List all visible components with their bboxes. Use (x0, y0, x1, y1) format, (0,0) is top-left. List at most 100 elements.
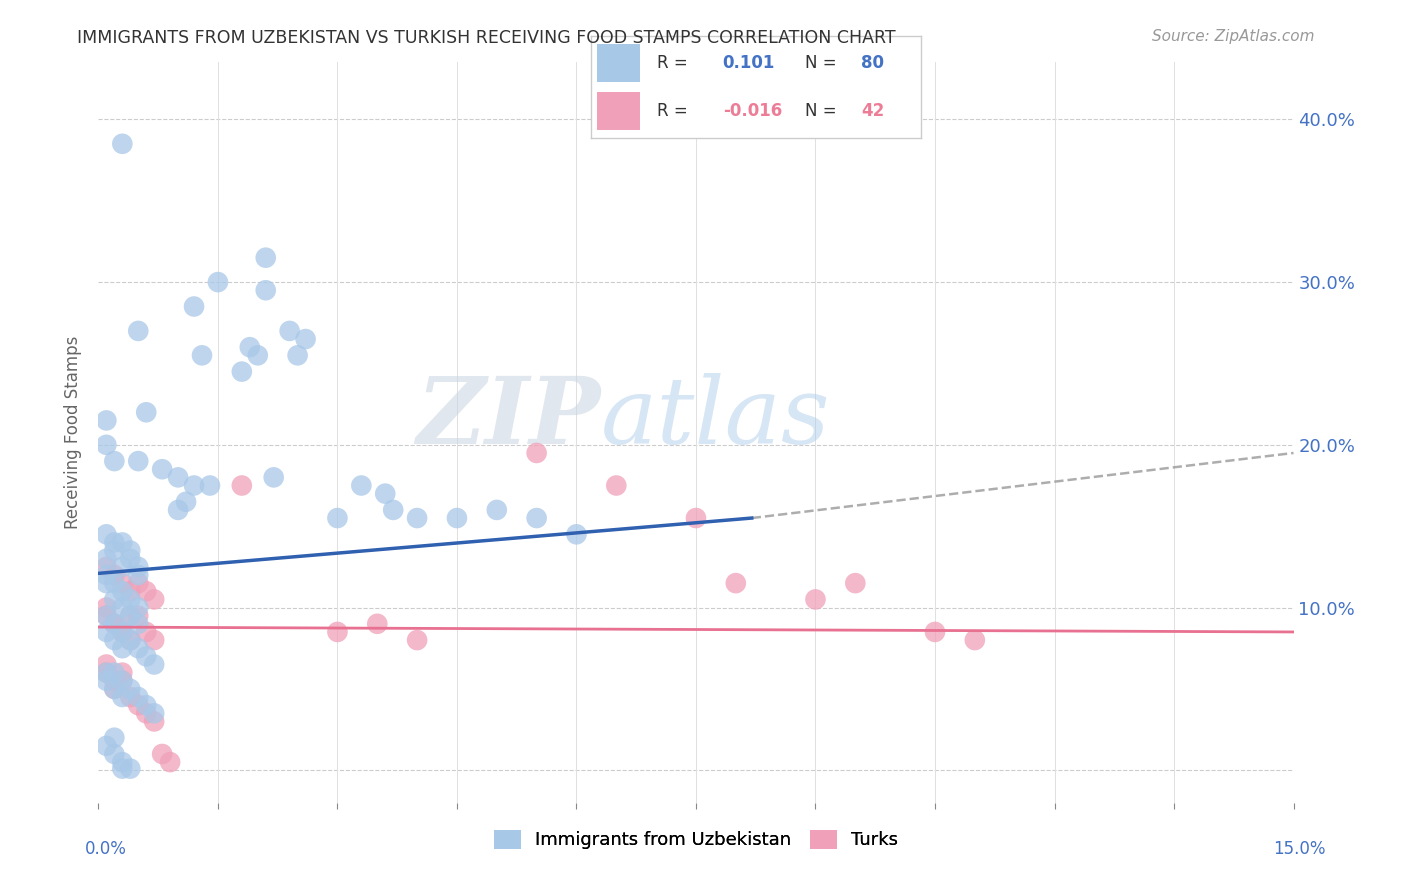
Point (804, 592, 827, 607)
Point (326, 624, 349, 639)
Point (111, 624, 134, 639)
Point (406, 511, 429, 525)
Point (96, 608, 118, 623)
Point (111, 535, 134, 549)
Point (366, 616, 388, 631)
Point (127, 559, 149, 574)
Point (127, 324, 149, 338)
Point (103, 576, 125, 591)
Point (96, 608, 118, 623)
Point (127, 641, 149, 656)
Point (103, 665, 125, 680)
Point (103, 731, 125, 745)
Point (127, 616, 149, 631)
Text: R =: R = (657, 102, 688, 120)
Point (111, 584, 134, 599)
Point (120, 584, 142, 599)
Point (111, 665, 134, 680)
Point (143, 714, 166, 729)
Point (135, 706, 157, 721)
Point (96, 624, 118, 639)
Point (120, 543, 142, 558)
Point (96, 559, 118, 574)
Text: N =: N = (806, 54, 837, 72)
Point (526, 511, 548, 525)
Point (231, 365, 253, 379)
Bar (598, 92, 640, 130)
Point (127, 600, 149, 615)
Text: 15.0%: 15.0% (1272, 840, 1326, 858)
Point (96, 438, 118, 452)
Point (374, 486, 396, 500)
Point (103, 681, 125, 696)
Point (111, 559, 134, 574)
Text: ZIP: ZIP (416, 373, 600, 463)
Legend: Immigrants from Uzbekistan, Turks: Immigrants from Uzbekistan, Turks (486, 823, 905, 856)
Point (111, 624, 134, 639)
Point (120, 681, 142, 696)
Point (120, 608, 142, 623)
Text: 42: 42 (862, 102, 884, 120)
Text: atlas: atlas (600, 373, 830, 463)
Point (231, 478, 253, 492)
Point (127, 698, 149, 713)
Point (103, 454, 125, 468)
Point (326, 511, 349, 525)
Point (207, 275, 229, 289)
Point (183, 478, 205, 492)
Point (382, 503, 405, 517)
Text: Source: ZipAtlas.com: Source: ZipAtlas.com (1152, 29, 1315, 44)
Point (103, 633, 125, 648)
Point (350, 478, 373, 492)
Point (96, 657, 118, 672)
Point (159, 755, 181, 769)
Point (143, 657, 166, 672)
Point (111, 641, 134, 656)
Point (844, 576, 866, 591)
Point (135, 649, 157, 664)
Point (111, 673, 134, 688)
Point (96, 568, 118, 582)
Point (103, 616, 125, 631)
Point (143, 592, 166, 607)
Text: R =: R = (657, 54, 688, 72)
Point (294, 332, 316, 346)
Point (685, 511, 707, 525)
Bar (598, 44, 640, 82)
Point (120, 762, 142, 776)
Text: IMMIGRANTS FROM UZBEKISTAN VS TURKISH RECEIVING FOOD STAMPS CORRELATION CHART: IMMIGRANTS FROM UZBEKISTAN VS TURKISH RE… (77, 29, 896, 46)
Point (120, 633, 142, 648)
Point (198, 478, 221, 492)
Point (135, 624, 157, 639)
Point (103, 681, 125, 696)
Point (127, 576, 149, 591)
Point (127, 568, 149, 582)
Point (96, 673, 118, 688)
Point (963, 633, 986, 648)
Point (446, 511, 468, 525)
Point (111, 690, 134, 704)
Text: 0.101: 0.101 (723, 54, 775, 72)
Text: 0.0%: 0.0% (84, 840, 127, 858)
Point (127, 690, 149, 704)
Y-axis label: Receiving Food Stamps: Receiving Food Stamps (65, 336, 83, 529)
Point (406, 633, 429, 648)
Point (254, 283, 277, 297)
Point (120, 690, 142, 704)
Point (111, 600, 134, 615)
Point (111, 755, 134, 769)
Point (103, 673, 125, 688)
Point (127, 454, 149, 468)
Point (924, 624, 946, 639)
Point (127, 608, 149, 623)
Point (135, 584, 157, 599)
Point (263, 470, 285, 484)
Point (103, 592, 125, 607)
Point (96, 527, 118, 541)
Point (150, 747, 173, 761)
Text: -0.016: -0.016 (723, 102, 782, 120)
Point (96, 413, 118, 427)
Point (111, 762, 134, 776)
Point (724, 576, 747, 591)
Point (239, 340, 262, 354)
